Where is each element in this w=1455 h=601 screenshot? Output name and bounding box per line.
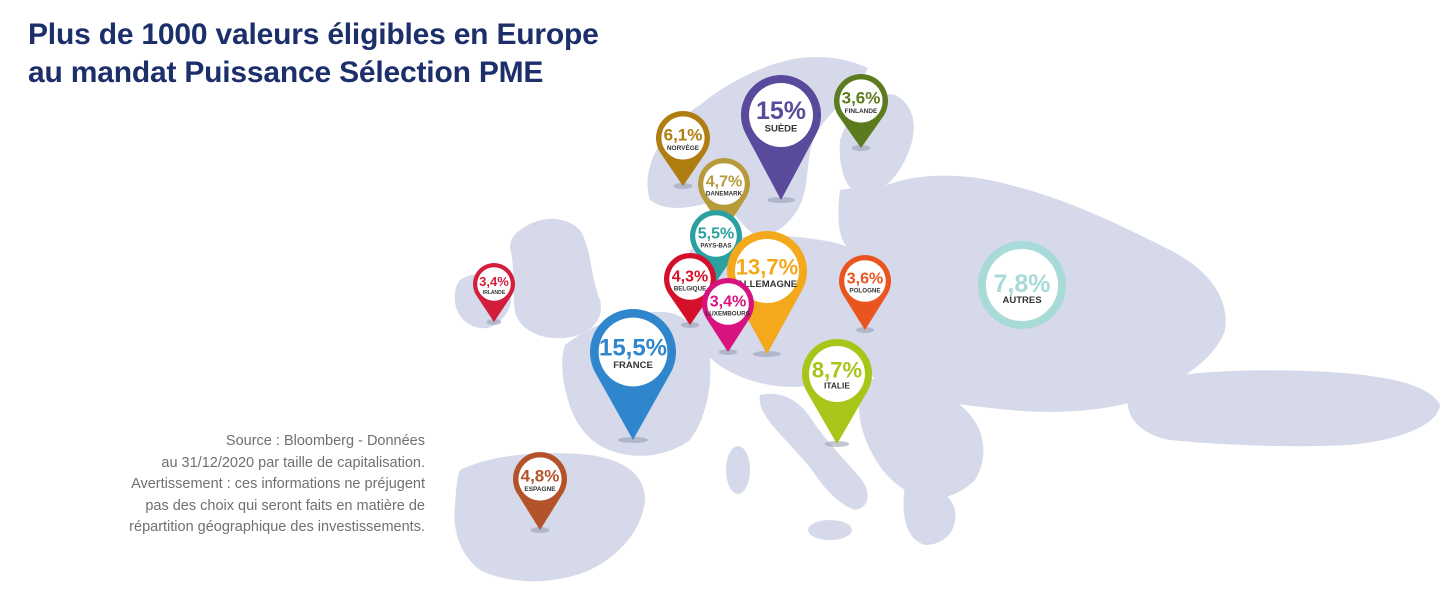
sicily-shape xyxy=(808,520,852,540)
autres-ring xyxy=(978,241,1066,329)
iberia-shape xyxy=(454,453,645,582)
sardinia-shape xyxy=(726,446,750,494)
marker-percentage: 5,5% xyxy=(698,225,734,242)
marker-inner-circle xyxy=(749,83,813,147)
title-line-1: Plus de 1000 valeurs éligibles en Europe xyxy=(28,18,599,51)
marker-percentage: 4,7% xyxy=(706,173,742,190)
marker-norvege: 6,1%NORVÈGE xyxy=(655,111,710,189)
marker-inner-circle xyxy=(703,163,745,205)
greece-shape xyxy=(903,483,956,545)
marker-suede: 15%SUÈDE xyxy=(741,75,821,203)
marker-country: DANEMARK xyxy=(706,191,743,198)
source-line-4: pas des choix qui seront faits en matièr… xyxy=(145,497,425,514)
marker-italie: 8,7%ITALIE xyxy=(802,339,873,447)
marker-irlande: 3,4%IRLANDE xyxy=(473,263,516,325)
marker-percentage: 8,7% xyxy=(812,357,862,382)
marker-country: LUXEMBOURG xyxy=(705,311,750,318)
marker-inner-circle xyxy=(844,260,886,302)
marker-country: FRANCE xyxy=(613,360,653,371)
marker-country: PAYS-BAS xyxy=(700,243,731,250)
balkans-shape xyxy=(858,378,984,499)
marker-percentage: 13,7% xyxy=(736,254,798,279)
source-line-2: au 31/12/2020 par taille de capitalisati… xyxy=(161,454,425,471)
marker-percentage: 4,8% xyxy=(521,467,560,486)
marker-country: IRLANDE xyxy=(483,290,506,296)
marker-espagne: 4,8%ESPAGNE xyxy=(512,452,567,533)
marker-country: BELGIQUE xyxy=(674,286,707,293)
marker-percentage: 3,6% xyxy=(842,89,881,108)
marker-inner-circle xyxy=(707,283,749,325)
marker-country: SUÈDE xyxy=(765,123,798,134)
marker-pays-bas: 5,5%PAYS-BAS xyxy=(690,210,743,285)
marker-inner-circle xyxy=(809,346,865,402)
marker-country: NORVÈGE xyxy=(667,143,700,152)
marker-allemagne: 13,7%ALLEMAGNE xyxy=(727,231,807,357)
marker-percentage: 3,6% xyxy=(847,270,883,287)
title-line-2: au mandat Puissance Sélection PME xyxy=(28,56,544,89)
marker-inner-circle xyxy=(839,79,883,123)
marker-percentage: 3,4% xyxy=(710,293,746,310)
marker-country: POLOGNE xyxy=(849,288,880,295)
marker-inner-circle xyxy=(695,215,737,257)
marker-percentage: 3,4% xyxy=(479,274,509,289)
marker-percentage: 6,1% xyxy=(664,126,703,145)
marker-inner-circle xyxy=(518,457,562,501)
marker-france: 15,5%FRANCE xyxy=(589,309,677,443)
marker-belgique: 4,3%BELGIQUE xyxy=(664,253,716,328)
baltics-shape xyxy=(838,188,883,252)
marker-danemark: 4,7%DANEMARK xyxy=(698,157,750,235)
italy-shape xyxy=(759,393,868,510)
marker-inner-circle xyxy=(735,239,799,303)
marker-pologne: 3,6%POLOGNE xyxy=(839,254,892,333)
autres-pct: 7,8% xyxy=(994,270,1051,298)
source-line-3: Avertissement : ces informations ne préj… xyxy=(131,476,425,492)
marker-percentage: 4,3% xyxy=(672,268,708,285)
marker-inner-circle xyxy=(661,116,705,160)
source-line-1: Source : Bloomberg - Données xyxy=(225,433,425,449)
marker-inner-circle xyxy=(598,317,668,387)
marker-luxembourg: 3,4%LUXEMBOURG xyxy=(701,278,755,355)
map-land xyxy=(454,57,1440,582)
autres-label: AUTRES xyxy=(1002,295,1041,306)
anatolia-shape xyxy=(1127,370,1440,447)
marker-country: FINLANDE xyxy=(845,108,878,115)
marker-inner-circle xyxy=(669,258,711,300)
autres-marker: 7,8% AUTRES xyxy=(978,241,1066,329)
marker-finlande: 3,6%FINLANDE xyxy=(834,74,888,151)
marker-country: ITALIE xyxy=(824,381,850,391)
great-britain-shape xyxy=(510,218,601,339)
markers-layer: 15%SUÈDE3,6%FINLANDE6,1%NORVÈGE4,7%DANEM… xyxy=(473,74,892,533)
marker-inner-circle xyxy=(477,267,511,301)
marker-percentage: 15% xyxy=(756,97,806,125)
marker-percentage: 15,5% xyxy=(599,335,667,362)
marker-country: ESPAGNE xyxy=(524,486,556,493)
source-line-5: répartition géographique des investissem… xyxy=(129,519,425,535)
page-title: Plus de 1000 valeurs éligibles en Europe… xyxy=(28,16,599,92)
marker-country: ALLEMAGNE xyxy=(737,279,797,290)
source-note: Source : Bloomberg - Données au 31/12/20… xyxy=(65,431,425,539)
